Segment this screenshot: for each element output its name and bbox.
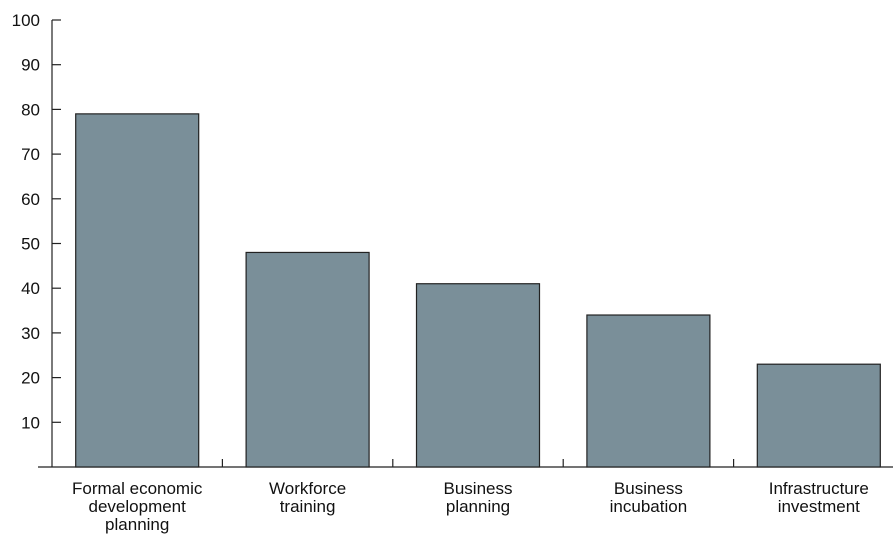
x-category-label: Business incubation [610, 479, 688, 516]
x-category-label: Formal economic development planning [72, 479, 203, 534]
x-category-label: Workforce training [269, 479, 346, 516]
x-category-label-line: investment [778, 497, 860, 516]
x-category-label-line: Formal economic [72, 479, 203, 498]
y-tick-label: 80 [21, 100, 40, 119]
bar [756, 363, 881, 468]
y-tick-label: 60 [21, 190, 40, 209]
y-tick-labels: 10 20 30 40 50 60 70 80 90 100 [12, 11, 40, 432]
x-category-label-line: incubation [610, 497, 688, 516]
bar [245, 251, 370, 468]
x-category-label: Infrastructure investment [769, 479, 869, 516]
x-category-label-line: Workforce [269, 479, 346, 498]
bars [75, 113, 881, 468]
x-category-label-line: Business [614, 479, 683, 498]
x-category-label-line: planning [446, 497, 510, 516]
x-category-label: Business planning [444, 479, 513, 516]
bar [586, 314, 711, 468]
y-tick-label: 70 [21, 145, 40, 164]
y-tick-label: 40 [21, 279, 40, 298]
bar [75, 113, 200, 468]
y-tick-label: 20 [21, 369, 40, 388]
x-category-label-line: training [280, 497, 336, 516]
y-tick-label: 100 [12, 11, 40, 30]
y-tick-label: 30 [21, 324, 40, 343]
bar [415, 283, 541, 468]
y-tick-label: 50 [21, 235, 40, 254]
y-tick-label: 10 [21, 413, 40, 432]
y-tick-label: 90 [21, 56, 40, 75]
x-category-label-line: Business [444, 479, 513, 498]
x-category-labels: Formal economic development planningWorkfo… [72, 479, 869, 534]
x-category-label-line: planning [105, 515, 169, 534]
x-category-label-line: development [89, 497, 187, 516]
x-category-label-line: Infrastructure [769, 479, 869, 498]
